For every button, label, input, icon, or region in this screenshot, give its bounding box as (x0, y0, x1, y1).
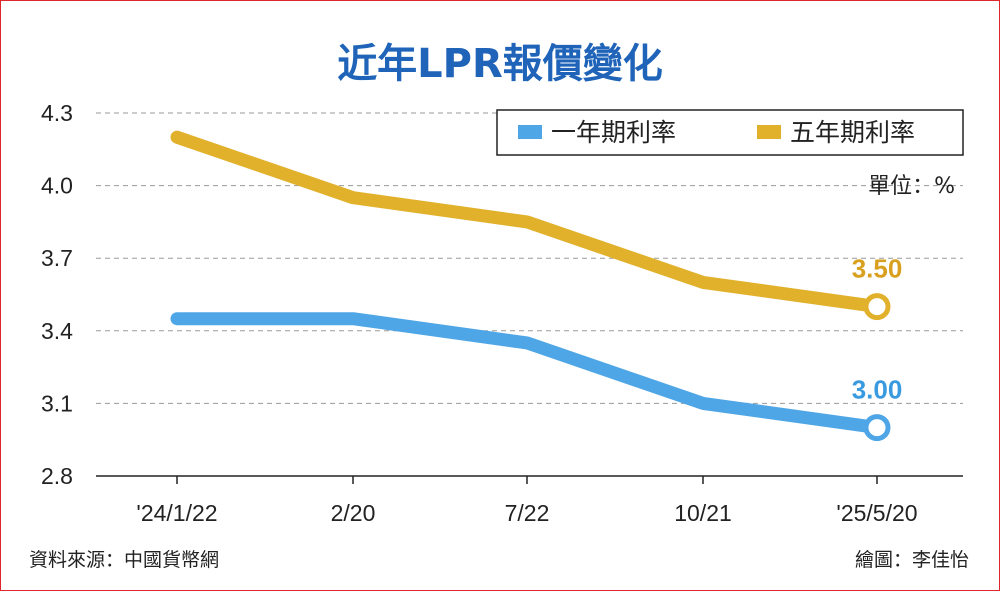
chart-title: 近年LPR報價變化 (337, 41, 663, 87)
legend-swatch-five-year (757, 125, 781, 139)
x-tick-label: 7/22 (505, 500, 550, 526)
y-tick-label: 4.3 (41, 100, 73, 126)
y-tick-label: 2.8 (41, 463, 73, 489)
end-value-label-five-year: 3.50 (852, 254, 903, 284)
y-tick-label: 3.4 (41, 318, 73, 344)
x-tick-label: 2/20 (331, 500, 376, 526)
source-label: 資料來源：中國貨幣網 (29, 549, 219, 571)
series-line (170, 130, 884, 314)
legend-label-five-year: 五年期利率 (790, 118, 915, 147)
legend: 一年期利率 五年期利率 (496, 109, 964, 156)
x-tick-label: 10/21 (674, 500, 732, 526)
series-end-marker (863, 293, 891, 321)
legend-label-one-year: 一年期利率 (551, 118, 676, 147)
x-tick-label: '25/5/20 (836, 500, 917, 526)
unit-label: 單位：% (868, 174, 955, 199)
y-tick-label: 3.1 (41, 390, 73, 416)
x-tick-label: '24/1/22 (136, 500, 217, 526)
series-layer: 3.00 3.50 (170, 130, 903, 442)
end-value-label-one-year: 3.00 (852, 375, 903, 405)
axis-layer: 4.3 4.0 3.7 3.4 3.1 2.8 '24/1/22 2/20 7/22 10/21 '… (41, 100, 963, 526)
credit-label: 繪圖：李佳怡 (855, 549, 969, 571)
y-tick-label: 3.7 (41, 245, 73, 271)
legend-swatch-one-year (518, 125, 542, 139)
series-end-marker (863, 414, 891, 442)
y-tick-label: 4.0 (41, 173, 73, 199)
series-line (170, 312, 884, 435)
legend-box (496, 109, 964, 156)
